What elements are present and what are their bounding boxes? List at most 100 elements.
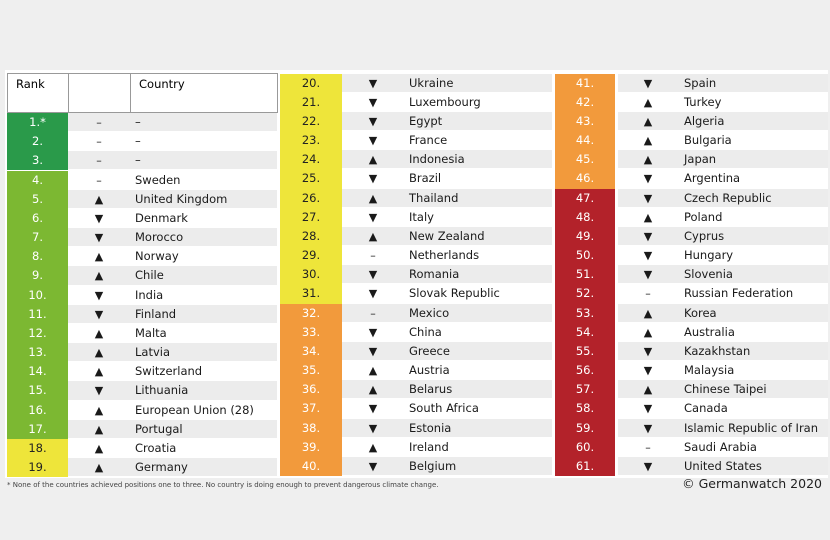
row-bg	[68, 304, 277, 323]
trend-symbol: –	[370, 306, 376, 320]
rank-cell: 11.	[7, 304, 68, 324]
country-name: Belgium	[409, 458, 457, 473]
row-bg	[68, 151, 277, 170]
row-bg	[342, 322, 552, 341]
footnote: * None of the countries achieved positio…	[7, 481, 439, 489]
trend-symbol: ▲	[94, 269, 104, 283]
row-bg	[68, 247, 277, 266]
rank-cell: 52.	[555, 284, 615, 304]
trend-symbol: ▼	[368, 459, 378, 473]
row-bg	[342, 188, 552, 207]
rank-cell: 4.	[7, 170, 68, 190]
country-name: Czech Republic	[684, 190, 772, 205]
country-name: Greece	[409, 343, 450, 358]
rank-cell: 44.	[555, 131, 615, 151]
rank-cell: 39.	[280, 437, 342, 457]
row-bg	[68, 132, 277, 151]
row-bg	[68, 189, 277, 208]
rank-cell: 53.	[555, 303, 615, 323]
trend-symbol: ▲	[94, 326, 104, 340]
country-name: Indonesia	[409, 152, 465, 167]
trend-symbol: ▼	[368, 76, 378, 90]
trend-symbol: ▼	[368, 421, 378, 435]
row-bg	[618, 322, 828, 341]
trend-symbol: ▲	[94, 441, 104, 455]
trend-symbol: ▲	[643, 134, 653, 147]
rank-cell: 45.	[555, 150, 615, 170]
country-name: United States	[684, 458, 762, 473]
row-bg	[342, 456, 552, 476]
trend-symbol: ▼	[368, 402, 378, 416]
row-bg	[342, 226, 552, 246]
rank-cell: 7.	[7, 228, 68, 248]
trend-symbol: ▲	[368, 153, 378, 167]
trend-symbol: ▼	[643, 229, 653, 243]
trend-symbol: –	[96, 135, 102, 149]
country-name: Algeria	[684, 113, 725, 128]
rank-cell: 19.	[7, 458, 68, 478]
rank-cell: 17.	[7, 419, 68, 439]
rank-cell: 36.	[280, 380, 342, 400]
country-name: Portugal	[135, 421, 183, 436]
credit: © Germanwatch 2020	[682, 476, 822, 491]
trend-symbol: –	[645, 440, 651, 454]
country-name: Spain	[684, 75, 717, 90]
country-name: –	[135, 115, 141, 129]
country-name: France	[409, 133, 448, 147]
country-name: Malta	[135, 325, 167, 340]
trend-symbol: ▲	[643, 114, 653, 128]
trend-symbol: –	[96, 116, 102, 129]
row-bg	[342, 380, 552, 399]
rank-cell: 59.	[555, 418, 615, 438]
trend-symbol: ▲	[643, 153, 653, 167]
rank-cell: 24.	[280, 150, 342, 170]
rank-cell: 6.	[7, 208, 68, 228]
rank-cell: 47.	[555, 188, 615, 208]
rank-cell: 22.	[280, 111, 342, 131]
country-name: Australia	[684, 324, 735, 339]
country-name: Kazakhstan	[684, 343, 751, 358]
country-name: Austria	[409, 363, 450, 378]
rank-cell: 34.	[280, 341, 342, 362]
rank-cell: 9.	[7, 266, 68, 286]
row-bg	[342, 73, 552, 92]
row-bg	[618, 303, 828, 322]
trend-symbol: ▼	[643, 172, 653, 186]
country-name: United Kingdom	[135, 191, 228, 206]
trend-symbol: ▲	[643, 325, 653, 339]
trend-symbol: ▲	[94, 365, 104, 379]
rank-cell: 42.	[555, 92, 615, 112]
country-name: Korea	[684, 305, 717, 320]
trend-symbol: ▼	[368, 134, 378, 147]
trend-symbol: ▼	[643, 364, 653, 378]
country-name: Sweden	[135, 172, 181, 187]
country-name: Mexico	[409, 305, 450, 320]
row-bg	[618, 361, 828, 380]
trend-symbol: ▲	[368, 383, 378, 397]
rank-cell: 20.	[280, 73, 342, 93]
trend-symbol: ▼	[643, 76, 653, 90]
rank-cell: 32.	[280, 303, 342, 323]
rank-cell: 21.	[280, 92, 342, 112]
row-bg	[342, 303, 552, 322]
rank-cell: 3.	[7, 151, 68, 171]
rank-cell: 1.*	[7, 113, 68, 133]
rank-cell: 50.	[555, 246, 615, 266]
row-bg	[68, 400, 277, 419]
row-bg	[618, 456, 828, 476]
country-name: Estonia	[409, 420, 452, 435]
country-name: Finland	[135, 306, 177, 321]
rank-cell: 29.	[280, 246, 342, 266]
country-name: European Union (28)	[135, 402, 254, 417]
rank-cell: 26.	[280, 188, 342, 208]
header-country: Country	[130, 73, 278, 113]
country-name: Chile	[135, 268, 164, 283]
row-bg	[618, 341, 828, 361]
trend-symbol: ▲	[368, 191, 378, 205]
row-bg	[68, 323, 277, 343]
row-bg	[618, 437, 828, 456]
rank-cell: 58.	[555, 399, 615, 419]
row-bg	[618, 150, 828, 169]
trend-symbol: ▼	[368, 268, 378, 282]
rank-cell: 31.	[280, 284, 342, 304]
